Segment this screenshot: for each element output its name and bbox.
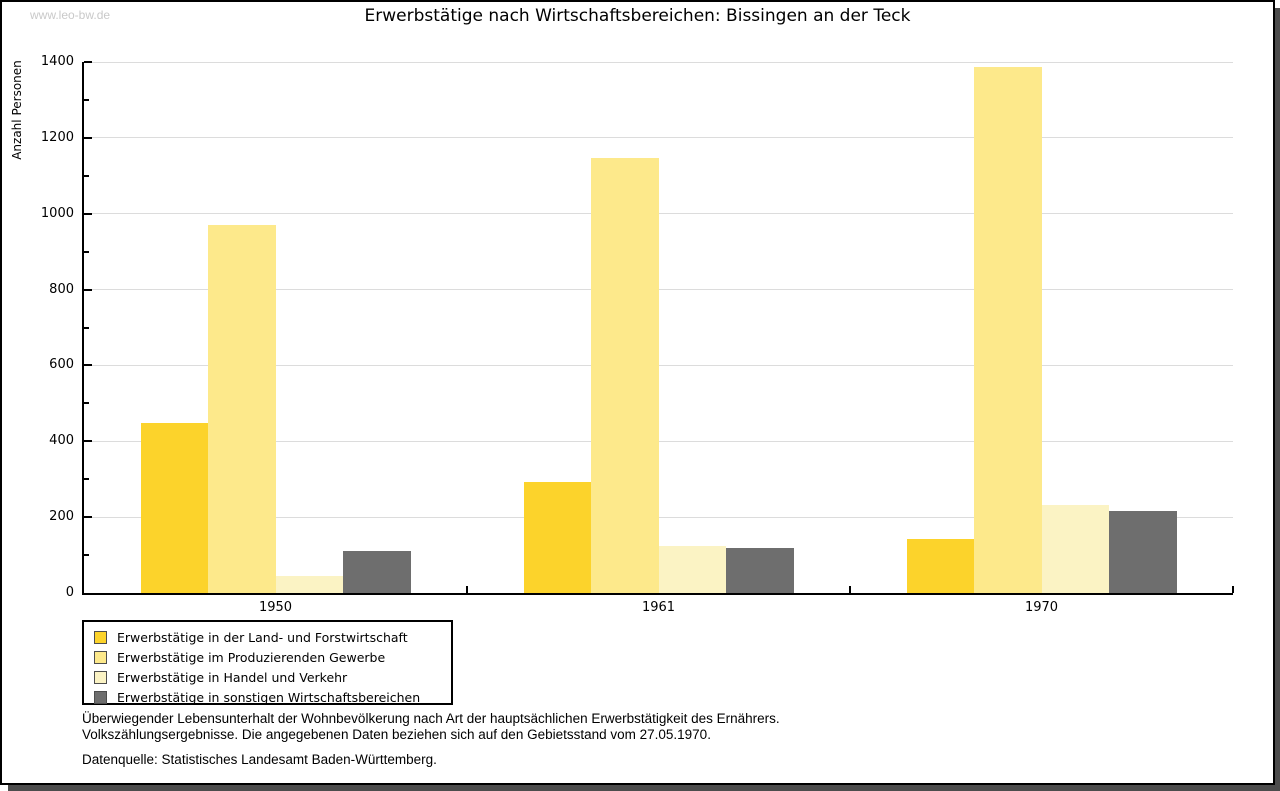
y-axis-tick-label: 600 xyxy=(49,357,74,373)
legend-swatch xyxy=(94,630,107,644)
bar xyxy=(591,158,659,593)
y-axis-tick-label: 800 xyxy=(49,281,74,297)
y-axis-minor-tick xyxy=(84,98,89,101)
y-axis-major-tick xyxy=(84,136,92,139)
data-source: Datenquelle: Statistisches Landesamt Bad… xyxy=(82,752,437,767)
bar xyxy=(1041,504,1109,593)
bar xyxy=(974,66,1042,593)
bar xyxy=(275,575,343,593)
x-axis-tick xyxy=(1232,586,1234,593)
y-axis-major-tick xyxy=(84,364,92,367)
bar xyxy=(140,423,208,593)
y-axis-minor-tick xyxy=(84,478,89,481)
page-shadow-right xyxy=(1275,8,1280,791)
legend-row: Erwerbstätige in sonstigen Wirtschaftsbe… xyxy=(94,687,451,707)
bar xyxy=(906,539,974,593)
y-axis-major-tick xyxy=(84,288,92,291)
y-axis-tick-label: 1400 xyxy=(40,54,74,69)
legend-label: Erwerbstätige im Produzierenden Gewerbe xyxy=(117,649,386,665)
y-axis-tick-label: 200 xyxy=(49,509,74,525)
y-axis-major-tick xyxy=(84,61,92,63)
watermark: www.leo-bw.de xyxy=(30,8,111,22)
gridline xyxy=(84,440,1233,442)
legend-label: Erwerbstätige in Handel und Verkehr xyxy=(117,669,348,685)
gridline xyxy=(84,137,1233,139)
x-axis-tick xyxy=(466,586,468,593)
footer-note-line2: Volkszählungsergebnisse. Die angegebenen… xyxy=(82,726,711,742)
plot-area: 0 200 400 600 800 1000 1200 1400 1950 1961 1970 xyxy=(41,54,1234,615)
y-axis-minor-tick xyxy=(84,402,89,405)
y-axis-tick-label: 1000 xyxy=(40,205,74,221)
x-axis-category-label: 1970 xyxy=(1024,600,1059,615)
gridline xyxy=(84,61,1233,63)
gridline xyxy=(84,516,1233,518)
chart-title: Erwerbstätige nach Wirtschaftsbereichen:… xyxy=(364,6,911,26)
gridline xyxy=(84,364,1233,366)
legend-swatch xyxy=(94,650,107,664)
gridline xyxy=(84,289,1233,291)
bar xyxy=(1109,511,1177,593)
legend-label: Erwerbstätige in der Land- und Forstwirt… xyxy=(117,629,408,645)
legend-label: Erwerbstätige in sonstigen Wirtschaftsbe… xyxy=(117,689,421,705)
bar xyxy=(343,551,411,593)
x-axis-tick xyxy=(849,586,851,593)
y-axis-minor-tick xyxy=(84,174,89,177)
bar xyxy=(208,225,276,593)
bar xyxy=(523,481,591,593)
bar xyxy=(726,547,794,593)
y-axis-major-tick xyxy=(84,212,92,215)
y-axis-title: Anzahl Personen xyxy=(10,60,24,160)
footer-note-line1: Überwiegender Lebensunterhalt der Wohnbe… xyxy=(82,711,780,726)
legend-swatch xyxy=(94,690,107,704)
page-shadow-bottom xyxy=(8,785,1275,791)
y-axis-tick-label: 0 xyxy=(65,585,74,600)
footer: Überwiegender Lebensunterhalt der Wohnbe… xyxy=(82,711,780,768)
y-axis-minor-tick xyxy=(84,554,89,557)
y-axis-major-tick xyxy=(84,440,92,443)
y-axis-minor-tick xyxy=(84,326,89,329)
y-axis-major-tick xyxy=(84,516,92,519)
y-axis-tick-label: 400 xyxy=(49,433,74,449)
x-axis-category-label: 1961 xyxy=(641,600,676,615)
legend-row: Erwerbstätige in der Land- und Forstwirt… xyxy=(94,627,451,647)
y-axis-minor-tick xyxy=(84,250,89,253)
legend-row: Erwerbstätige im Produzierenden Gewerbe xyxy=(94,647,451,667)
gridline xyxy=(84,213,1233,215)
legend-row: Erwerbstätige in Handel und Verkehr xyxy=(94,667,451,687)
legend-swatch xyxy=(94,670,107,684)
bar xyxy=(658,545,726,593)
y-axis-tick-label: 1200 xyxy=(40,129,74,145)
x-axis-category-label: 1950 xyxy=(258,600,293,615)
legend: Erwerbstätige in der Land- und Forstwirt… xyxy=(82,620,453,705)
